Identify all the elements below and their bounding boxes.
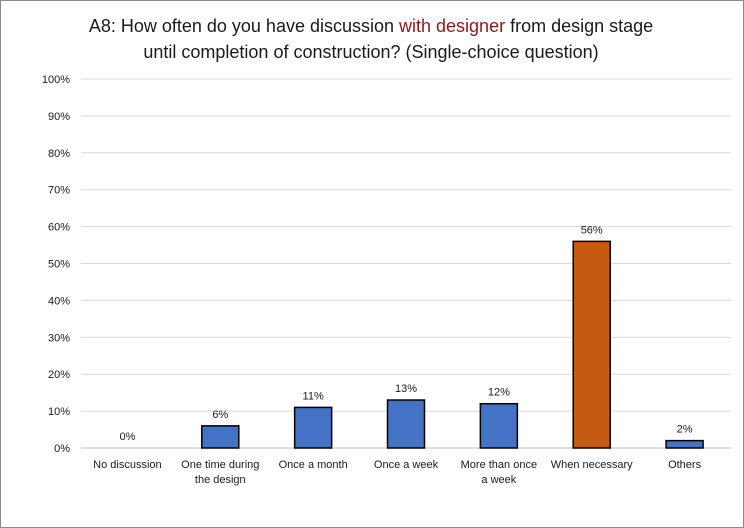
y-tick-label: 70% (48, 185, 70, 197)
y-tick-label: 90% (48, 111, 70, 123)
chart-title-accent: with designer (399, 16, 506, 36)
y-tick-label: 60% (48, 222, 70, 234)
data-label: 12% (488, 387, 510, 399)
chart-title-suffix: from design stage (505, 16, 654, 36)
data-label: 56% (581, 224, 603, 236)
data-label: 2% (677, 424, 693, 436)
bar (479, 402, 519, 449)
data-label: 0% (119, 431, 135, 443)
y-tick-label: 80% (48, 148, 70, 160)
chart-title-prefix: A8: How often do you have discussion (88, 16, 400, 36)
bar (572, 240, 611, 449)
x-tick-label: Once a month (279, 459, 348, 471)
x-tick-label: One time during the design (181, 459, 259, 486)
bar (665, 439, 704, 449)
bar (293, 406, 333, 449)
y-tick-label: 40% (48, 295, 70, 307)
data-label: 13% (395, 383, 417, 395)
y-tick-label: 100% (42, 74, 70, 86)
bar (386, 399, 426, 449)
x-tick-label: When necessary (551, 459, 633, 471)
y-tick-label: 50% (48, 259, 70, 271)
chart-title-line-2: until completion of construction? (Singl… (143, 42, 599, 62)
y-tick-label: 30% (48, 332, 70, 344)
chart-title: A8: How often do you have discussion wit… (41, 13, 701, 65)
y-tick-label: 10% (48, 406, 70, 418)
x-tick-label: Once a week (374, 459, 439, 471)
x-tick-label: Others (668, 459, 702, 471)
x-tick-label: More than once a week (461, 459, 537, 486)
y-tick-label: 20% (48, 369, 70, 381)
x-tick-label: No discussion (93, 459, 161, 471)
data-label: 6% (212, 409, 228, 421)
bar (201, 425, 240, 449)
data-label: 11% (303, 390, 324, 402)
chart-title-line-1: A8: How often do you have discussion wit… (41, 13, 701, 39)
y-tick-label: 0% (54, 443, 70, 455)
